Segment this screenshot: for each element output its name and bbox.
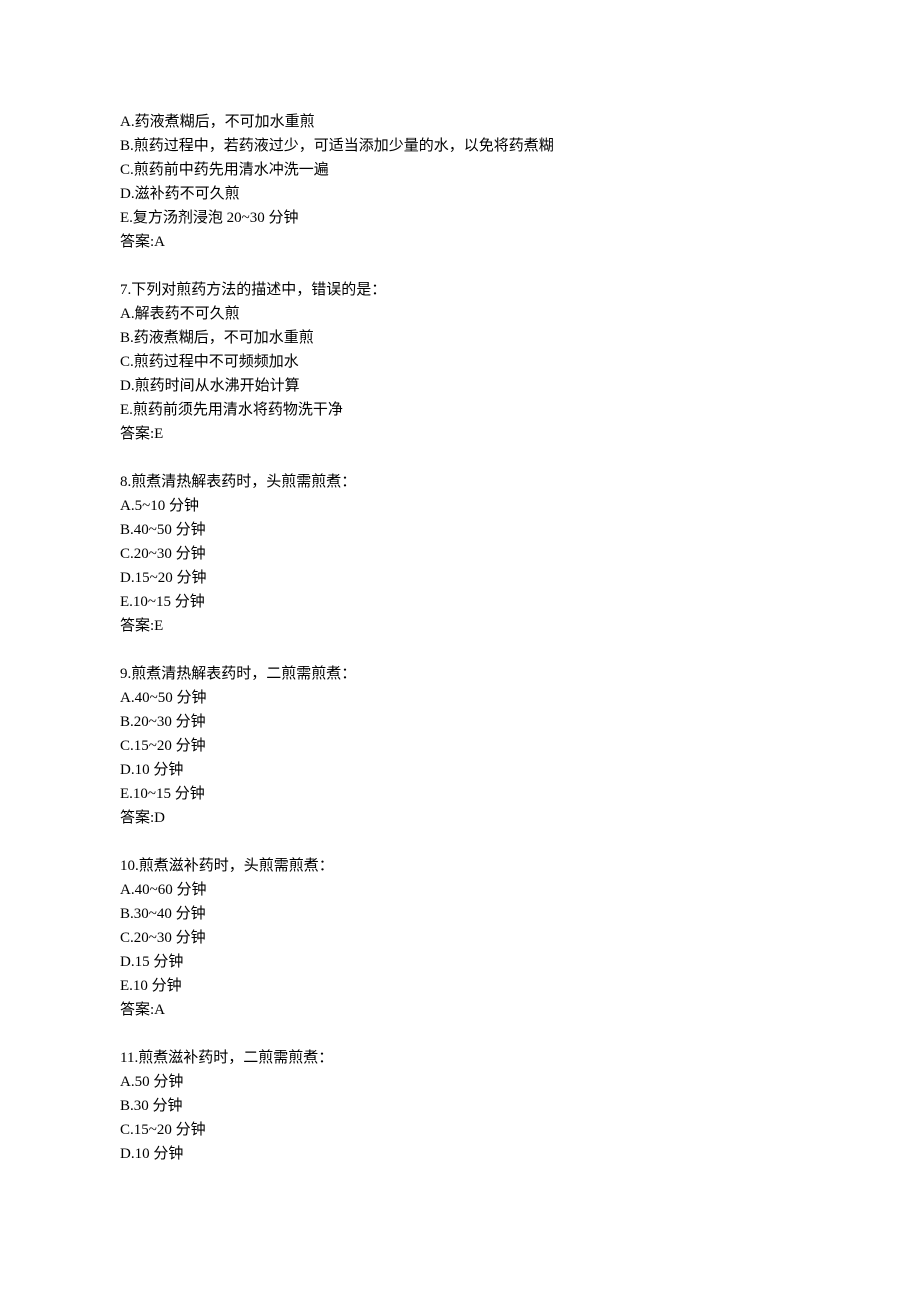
option-b: B.40~50 分钟 [120,518,800,542]
question-block: A.药液煮糊后，不可加水重煎 B.煎药过程中，若药液过少，可适当添加少量的水，以… [120,110,800,254]
answer: 答案:D [120,806,800,830]
option-d: D.10 分钟 [120,1142,800,1166]
option-d: D.滋补药不可久煎 [120,182,800,206]
option-c: C.20~30 分钟 [120,542,800,566]
option-e: E.煎药前须先用清水将药物洗干净 [120,398,800,422]
question-block: 9.煎煮清热解表药时，二煎需煎煮： A.40~50 分钟 B.20~30 分钟 … [120,662,800,830]
answer: 答案:E [120,422,800,446]
option-b: B.药液煮糊后，不可加水重煎 [120,326,800,350]
option-d: D.煎药时间从水沸开始计算 [120,374,800,398]
option-c: C.20~30 分钟 [120,926,800,950]
question-block: 7.下列对煎药方法的描述中，错误的是： A.解表药不可久煎 B.药液煮糊后，不可… [120,278,800,446]
question-stem: 11.煎煮滋补药时，二煎需煎煮： [120,1046,800,1070]
question-block: 8.煎煮清热解表药时，头煎需煎煮： A.5~10 分钟 B.40~50 分钟 C… [120,470,800,638]
option-e: E.10 分钟 [120,974,800,998]
option-c: C.15~20 分钟 [120,1118,800,1142]
option-a: A.40~50 分钟 [120,686,800,710]
option-c: C.煎药前中药先用清水冲洗一遍 [120,158,800,182]
question-block: 11.煎煮滋补药时，二煎需煎煮： A.50 分钟 B.30 分钟 C.15~20… [120,1046,800,1166]
question-block: 10.煎煮滋补药时，头煎需煎煮： A.40~60 分钟 B.30~40 分钟 C… [120,854,800,1022]
option-d: D.15~20 分钟 [120,566,800,590]
question-stem: 8.煎煮清热解表药时，头煎需煎煮： [120,470,800,494]
option-d: D.15 分钟 [120,950,800,974]
option-c: C.煎药过程中不可频频加水 [120,350,800,374]
option-b: B.煎药过程中，若药液过少，可适当添加少量的水，以免将药煮糊 [120,134,800,158]
answer: 答案:E [120,614,800,638]
option-b: B.30~40 分钟 [120,902,800,926]
question-stem: 10.煎煮滋补药时，头煎需煎煮： [120,854,800,878]
answer: 答案:A [120,998,800,1022]
option-a: A.5~10 分钟 [120,494,800,518]
option-c: C.15~20 分钟 [120,734,800,758]
option-e: E.10~15 分钟 [120,782,800,806]
option-e: E.复方汤剂浸泡 20~30 分钟 [120,206,800,230]
document-page: A.药液煮糊后，不可加水重煎 B.煎药过程中，若药液过少，可适当添加少量的水，以… [0,0,920,1250]
option-b: B.30 分钟 [120,1094,800,1118]
option-a: A.解表药不可久煎 [120,302,800,326]
option-a: A.药液煮糊后，不可加水重煎 [120,110,800,134]
question-stem: 9.煎煮清热解表药时，二煎需煎煮： [120,662,800,686]
option-b: B.20~30 分钟 [120,710,800,734]
option-d: D.10 分钟 [120,758,800,782]
option-e: E.10~15 分钟 [120,590,800,614]
option-a: A.40~60 分钟 [120,878,800,902]
option-a: A.50 分钟 [120,1070,800,1094]
question-stem: 7.下列对煎药方法的描述中，错误的是： [120,278,800,302]
answer: 答案:A [120,230,800,254]
